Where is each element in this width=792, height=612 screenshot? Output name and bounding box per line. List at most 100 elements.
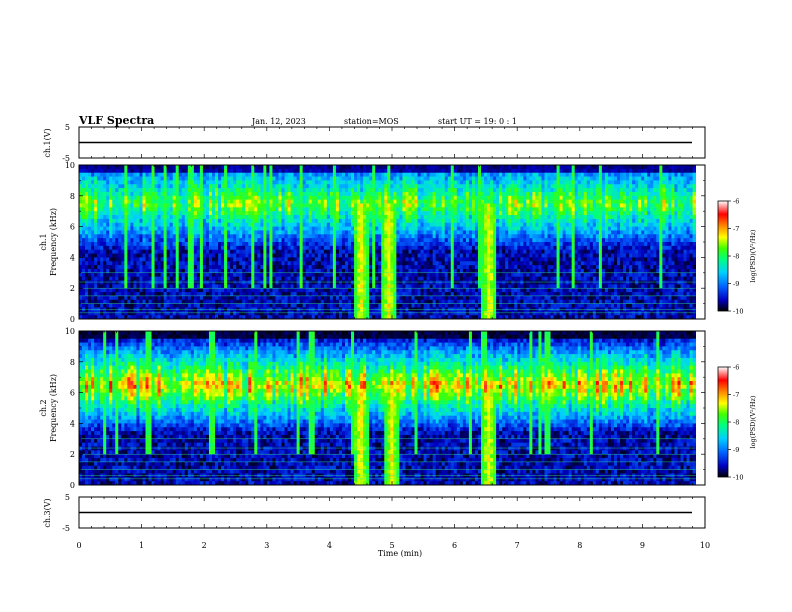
- spectrogram-cell: [329, 265, 334, 270]
- spectrogram-cell: [269, 303, 273, 308]
- spectrogram-cell: [281, 261, 285, 266]
- spectrogram-cell: [441, 230, 446, 235]
- spectrogram-cell: [127, 199, 131, 204]
- spectrogram-cell: [233, 195, 237, 201]
- spectrogram-cell: [351, 268, 355, 274]
- spectrogram-cell: [417, 234, 421, 239]
- spectrogram-cell: [320, 311, 325, 316]
- spectrogram-cell: [112, 299, 116, 304]
- spectrogram-cell: [254, 272, 258, 278]
- spectrogram-cell: [239, 226, 243, 231]
- spectrogram-cell: [417, 292, 421, 297]
- spectrogram-cell: [97, 295, 101, 301]
- spectrogram-cell: [399, 315, 403, 320]
- spectrogram-cell: [338, 295, 343, 301]
- spectrogram-cell: [178, 288, 183, 293]
- spectrogram-cell: [417, 265, 421, 270]
- spectrogram-cell: [133, 242, 137, 247]
- spectrogram-cell: [88, 211, 92, 216]
- spectrogram-cell: [239, 195, 243, 201]
- spectrogram-cell: [366, 311, 370, 316]
- spectrogram-cell: [208, 180, 213, 185]
- spectrogram-cell: [109, 191, 113, 197]
- spectrogram-cell: [308, 199, 313, 204]
- spectrogram-cell: [341, 180, 346, 185]
- spectrogram-cell: [254, 249, 258, 254]
- spectrogram-cell: [417, 218, 421, 224]
- spectrogram-cell: [429, 245, 434, 251]
- spectrogram-cell: [184, 245, 189, 251]
- spectrogram-cell: [127, 276, 131, 281]
- spectrogram-cell: [236, 272, 240, 278]
- spectrogram-cell: [157, 230, 162, 235]
- spectrogram-cell: [338, 222, 343, 227]
- spectrogram-cell: [344, 238, 349, 243]
- spectrogram-cell: [88, 203, 92, 208]
- spectrogram-cell: [411, 165, 415, 170]
- spectrogram-cell: [163, 280, 168, 285]
- spectrogram-cell: [423, 265, 427, 270]
- spectrogram-cell: [360, 265, 364, 270]
- spectrogram-cell: [351, 191, 355, 197]
- spectrogram-cell: [341, 245, 346, 251]
- spectrogram-cell: [317, 191, 322, 197]
- spectrogram-cell: [284, 211, 288, 216]
- spectrogram-cell: [432, 203, 437, 208]
- spectrogram-cell: [100, 222, 104, 227]
- spectrogram-cell: [384, 172, 388, 177]
- spectrogram-cell: [426, 299, 431, 304]
- spectrogram-cell: [263, 265, 267, 270]
- spectrogram-cell: [166, 211, 171, 216]
- spectrogram-cell: [193, 191, 198, 197]
- spectrogram-cell: [178, 191, 183, 197]
- spectrogram-cell: [284, 215, 288, 220]
- spectrogram-cell: [199, 180, 204, 185]
- spectrogram-cell: [281, 207, 285, 212]
- spectrogram-cell: [251, 176, 255, 181]
- spectrogram-cell: [314, 295, 319, 301]
- spectrogram-cell: [218, 184, 222, 189]
- spectrogram-cell: [215, 203, 219, 208]
- spectrogram-cell: [275, 242, 279, 247]
- spectrogram-cell: [348, 303, 352, 308]
- spectrogram-cell: [299, 299, 304, 304]
- spectrogram-cell: [208, 168, 213, 174]
- spectrogram-cell: [175, 195, 180, 201]
- spectrogram-cell: [293, 199, 298, 204]
- spectrogram-cell: [248, 288, 252, 293]
- spectrogram-cell: [402, 303, 406, 308]
- spectrogram-cell: [414, 195, 418, 201]
- spectrogram-cell: [145, 272, 149, 278]
- spectrogram-cell: [100, 165, 104, 170]
- spectrogram-cell: [326, 222, 331, 227]
- spectrogram-cell: [290, 207, 294, 212]
- spectrogram-cell: [369, 299, 373, 304]
- spectrogram-cell: [284, 207, 288, 212]
- spectrogram-cell: [414, 268, 418, 274]
- spectrogram-cell: [338, 238, 343, 243]
- spectrogram-cell: [281, 268, 285, 274]
- spectrogram-cell: [444, 280, 449, 285]
- spectrogram-cell: [145, 292, 149, 297]
- spectrogram-cell: [290, 257, 294, 262]
- spectrogram-cell: [305, 315, 310, 320]
- spectrogram-cell: [196, 288, 201, 293]
- spectrogram-cell: [414, 226, 418, 231]
- spectrogram-cell: [169, 230, 174, 235]
- spectrogram-cell: [103, 265, 107, 270]
- spectrogram-cell: [417, 242, 421, 247]
- spectrogram-cell: [393, 218, 397, 224]
- spectrogram-cell: [172, 238, 177, 243]
- spectrogram-cell: [384, 292, 388, 297]
- spectrogram-cell: [245, 245, 249, 251]
- spectrogram-cell: [85, 292, 89, 297]
- spectrogram-cell: [432, 226, 437, 231]
- spectrogram-cell: [236, 199, 240, 204]
- spectrogram-cell: [357, 311, 361, 316]
- spectrogram-cell: [402, 265, 406, 270]
- spectrogram-cell: [187, 176, 192, 181]
- spectrogram-cell: [338, 184, 343, 189]
- spectrogram-cell: [118, 242, 122, 247]
- spectrogram-cell: [393, 261, 397, 266]
- spectrogram-cell: [341, 288, 346, 293]
